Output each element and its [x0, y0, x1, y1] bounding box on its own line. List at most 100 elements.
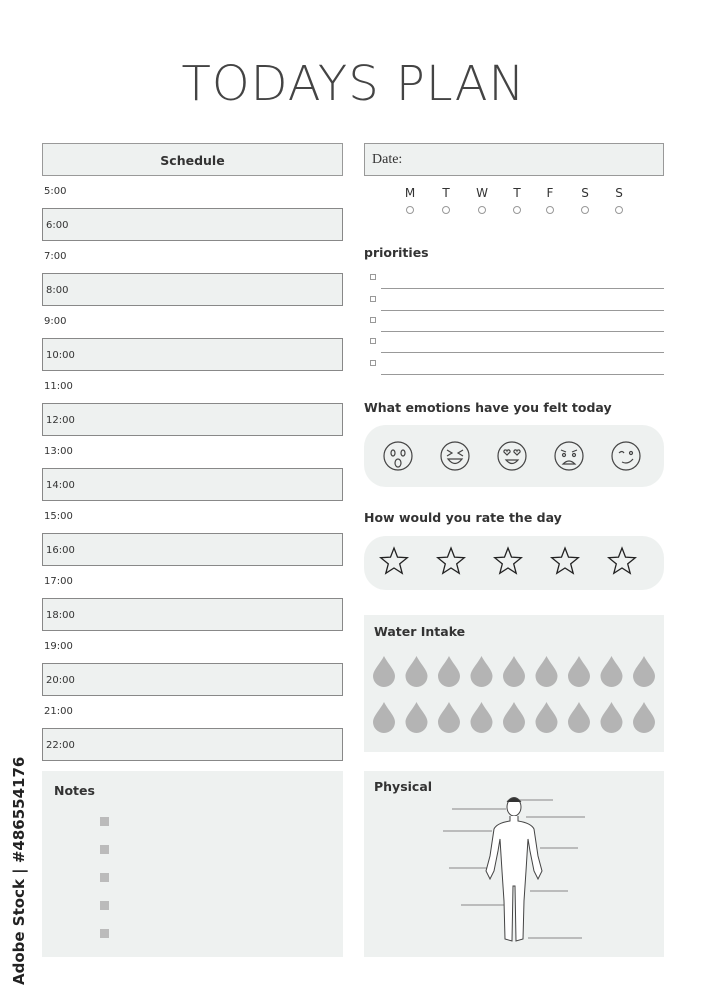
water-drop-icon[interactable] [470, 656, 493, 687]
slot-time-label: 12:00 [46, 415, 75, 426]
water-drop-icon[interactable] [405, 702, 428, 733]
schedule-header: Schedule [42, 143, 343, 176]
heart-eyes-face-icon[interactable] [497, 441, 527, 471]
note-bullet[interactable] [100, 817, 109, 826]
note-bullet[interactable] [100, 873, 109, 882]
time-label: 11:00 [44, 381, 73, 392]
slot-time-label: 6:00 [46, 220, 69, 231]
time-label: 15:00 [44, 511, 73, 522]
emotions-panel [364, 425, 664, 487]
water-drop-icon[interactable] [568, 656, 590, 687]
water-drop-icon[interactable] [535, 656, 558, 687]
rating-star-icon[interactable] [436, 546, 466, 575]
physical-heading: Physical [374, 779, 433, 794]
emotions-heading: What emotions have you felt today [364, 400, 612, 415]
priority-checkbox[interactable] [370, 338, 376, 344]
day-radio[interactable] [615, 206, 623, 214]
body-diagram-icon [443, 797, 585, 942]
water-drop-icon[interactable] [600, 656, 623, 687]
note-bullet[interactable] [100, 929, 109, 938]
time-label: 17:00 [44, 576, 73, 587]
day-radio[interactable] [478, 206, 486, 214]
note-bullet[interactable] [100, 845, 109, 854]
date-label: Date: [372, 152, 403, 167]
priority-checkbox[interactable] [370, 296, 376, 302]
water-drop-icon[interactable] [373, 702, 395, 733]
water-drop-icon[interactable] [438, 656, 460, 687]
time-label: 9:00 [44, 316, 67, 327]
slot-time-label: 16:00 [46, 545, 75, 556]
priority-line[interactable] [381, 331, 664, 332]
slot-time-label: 20:00 [46, 675, 75, 686]
priority-line[interactable] [381, 310, 664, 311]
schedule-slot[interactable]: 12:00 [42, 403, 343, 436]
water-drop-icon[interactable] [405, 656, 428, 687]
slot-time-label: 10:00 [46, 350, 75, 361]
schedule-slot[interactable]: 22:00 [42, 728, 343, 761]
note-bullet[interactable] [100, 901, 109, 910]
priorities-heading: priorities [364, 245, 429, 260]
time-label: 7:00 [44, 251, 67, 262]
water-drop-icon[interactable] [470, 702, 493, 733]
rating-star-icon[interactable] [493, 546, 523, 575]
schedule-slot[interactable]: 14:00 [42, 468, 343, 501]
sad-face-icon[interactable] [554, 441, 584, 471]
surprised-face-icon[interactable] [383, 441, 413, 471]
day-radio[interactable] [442, 206, 450, 214]
priority-line[interactable] [381, 288, 664, 289]
day-radio[interactable] [546, 206, 554, 214]
schedule-slot[interactable]: 6:00 [42, 208, 343, 241]
priority-line[interactable] [381, 374, 664, 375]
water-panel: Water Intake [364, 615, 664, 752]
day-label: F [546, 186, 554, 200]
page-title: TODAYS PLAN [181, 56, 526, 112]
time-label: 19:00 [44, 641, 73, 652]
water-drop-icon[interactable] [535, 702, 558, 733]
water-drop-icon[interactable] [373, 656, 395, 687]
schedule-slot[interactable]: 20:00 [42, 663, 343, 696]
rating-panel [364, 536, 664, 590]
water-drop-icon[interactable] [600, 702, 623, 733]
rating-star-icon[interactable] [550, 546, 580, 575]
schedule-slot[interactable]: 18:00 [42, 598, 343, 631]
day-label: T [513, 186, 521, 200]
slot-time-label: 8:00 [46, 285, 69, 296]
laughing-face-icon[interactable] [440, 441, 470, 471]
day-radio[interactable] [513, 206, 521, 214]
priority-checkbox[interactable] [370, 274, 376, 280]
water-drop-icon[interactable] [633, 656, 655, 687]
day-label: S [615, 186, 623, 200]
watermark: Adobe Stock | #486554176 [10, 756, 28, 985]
water-heading: Water Intake [374, 624, 466, 639]
time-label: 5:00 [44, 186, 67, 197]
day-label: M [404, 186, 416, 200]
date-field[interactable]: Date: [364, 143, 664, 176]
time-label: 13:00 [44, 446, 73, 457]
physical-panel: Physical [364, 771, 664, 957]
schedule-slot[interactable]: 16:00 [42, 533, 343, 566]
rating-star-icon[interactable] [607, 546, 637, 575]
day-radio[interactable] [406, 206, 414, 214]
day-label: S [581, 186, 589, 200]
schedule-slot[interactable]: 10:00 [42, 338, 343, 371]
water-drop-icon[interactable] [503, 656, 525, 687]
water-drop-icon[interactable] [503, 702, 525, 733]
notes-panel: Notes [42, 771, 343, 957]
water-drop-icon[interactable] [633, 702, 655, 733]
priority-checkbox[interactable] [370, 360, 376, 366]
slot-time-label: 14:00 [46, 480, 75, 491]
rating-star-icon[interactable] [379, 546, 409, 575]
slot-time-label: 18:00 [46, 610, 75, 621]
priority-checkbox[interactable] [370, 317, 376, 323]
winking-face-icon[interactable] [611, 441, 641, 471]
schedule-slot[interactable]: 8:00 [42, 273, 343, 306]
notes-heading: Notes [54, 783, 95, 798]
day-radio[interactable] [581, 206, 589, 214]
slot-time-label: 22:00 [46, 740, 75, 751]
day-label: W [476, 186, 488, 200]
water-drop-icon[interactable] [438, 702, 460, 733]
water-drop-icon[interactable] [568, 702, 590, 733]
priority-line[interactable] [381, 352, 664, 353]
day-label: T [442, 186, 450, 200]
time-label: 21:00 [44, 706, 73, 717]
